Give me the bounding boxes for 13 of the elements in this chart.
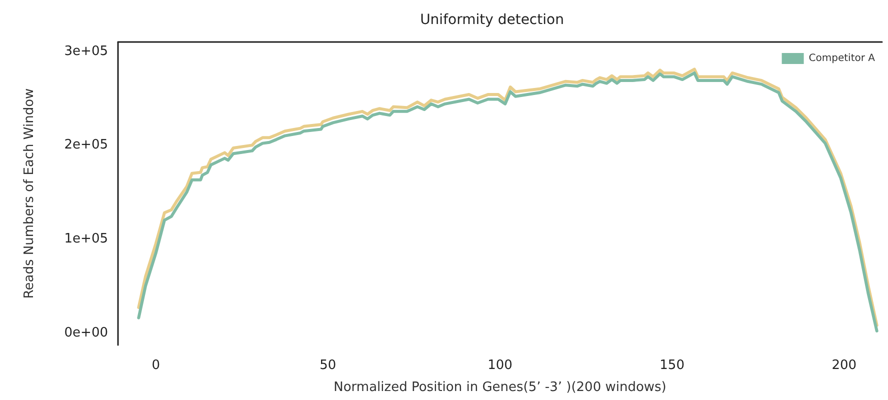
x-tick-label: 150	[660, 358, 684, 373]
x-tick-label: 200	[832, 358, 857, 373]
legend-label: Competitor A	[808, 53, 876, 64]
y-tick-label: 2e+05	[64, 138, 108, 153]
x-tick-label: 0	[152, 358, 160, 373]
y-tick-label: 3e+05	[64, 44, 108, 59]
x-tick-label: 50	[320, 358, 336, 373]
x-tick-label: 100	[488, 358, 512, 373]
y-tick-label: 1e+05	[64, 231, 108, 246]
y-tick-label: 0e+00	[64, 325, 108, 340]
x-axis-title: Normalized Position in Genes(5’ -3’ )(200 windows)	[334, 380, 666, 395]
y-axis-title: Reads Numbers of Each Window	[22, 88, 37, 299]
chart-title: Uniformity detection	[420, 12, 564, 28]
